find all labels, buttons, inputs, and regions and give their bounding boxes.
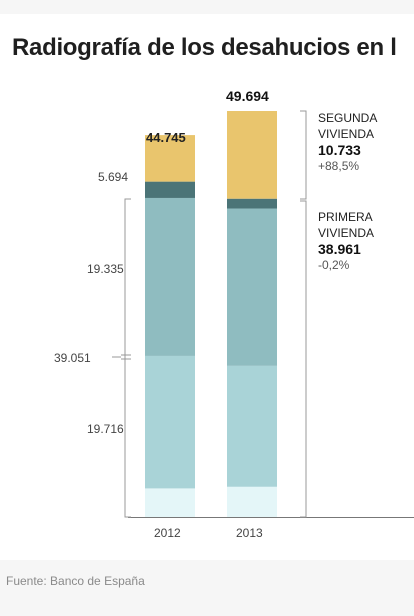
chart-title: Radiografía de los desahucios en l [12, 34, 397, 61]
chart-panel [0, 14, 414, 560]
category-label-2012: 2012 [154, 526, 181, 540]
primera-change: -0,2% [318, 258, 350, 272]
segunda-change: +88,5% [318, 159, 360, 173]
bar-segment-2012-bottom [145, 488, 195, 517]
stacked-bar-chart [112, 110, 414, 518]
segunda-vivienda-label: SEGUNDA VIVIENDA 10.733 +88,5% [318, 110, 377, 174]
bar-segment-2013-upper [227, 208, 277, 366]
segunda-name-1: SEGUNDA [318, 111, 378, 125]
bar-segment-2012-upper [145, 197, 195, 356]
bar-segment-2012-lower [145, 355, 195, 489]
segunda-bracket [300, 110, 307, 200]
bar-segment-2013-lower [227, 365, 277, 487]
primera-name-2: VIVIENDA [318, 226, 375, 240]
primera-2012-bracket [124, 198, 131, 518]
bar-segment-2013-segunda [227, 111, 277, 199]
total-label-2012: 44.745 [146, 130, 186, 145]
bar-segment-2013-band [227, 198, 277, 209]
bar-segment-2013-bottom [227, 486, 277, 517]
primera-2012-label: 39.051 [54, 351, 91, 365]
segunda-2012-label: 5.694 [98, 170, 129, 184]
total-label-2013: 49.694 [226, 88, 269, 104]
source-note: Fuente: Banco de España [6, 574, 145, 588]
primera-value: 38.961 [318, 241, 361, 257]
bar-segment-2012-segunda [145, 135, 195, 182]
bar-segment-2012-band [145, 181, 195, 198]
segunda-name-2: VIVIENDA [318, 127, 375, 141]
category-label-2013: 2013 [236, 526, 263, 540]
segunda-value: 10.733 [318, 142, 361, 158]
primera-vivienda-label: PRIMERA VIVIENDA 38.961 -0,2% [318, 209, 374, 273]
lower-2012-label: 19.716 [87, 422, 124, 436]
primera-name-1: PRIMERA [318, 210, 373, 224]
primera-bracket [300, 200, 307, 518]
upper-2012-label: 19.335 [87, 262, 124, 276]
